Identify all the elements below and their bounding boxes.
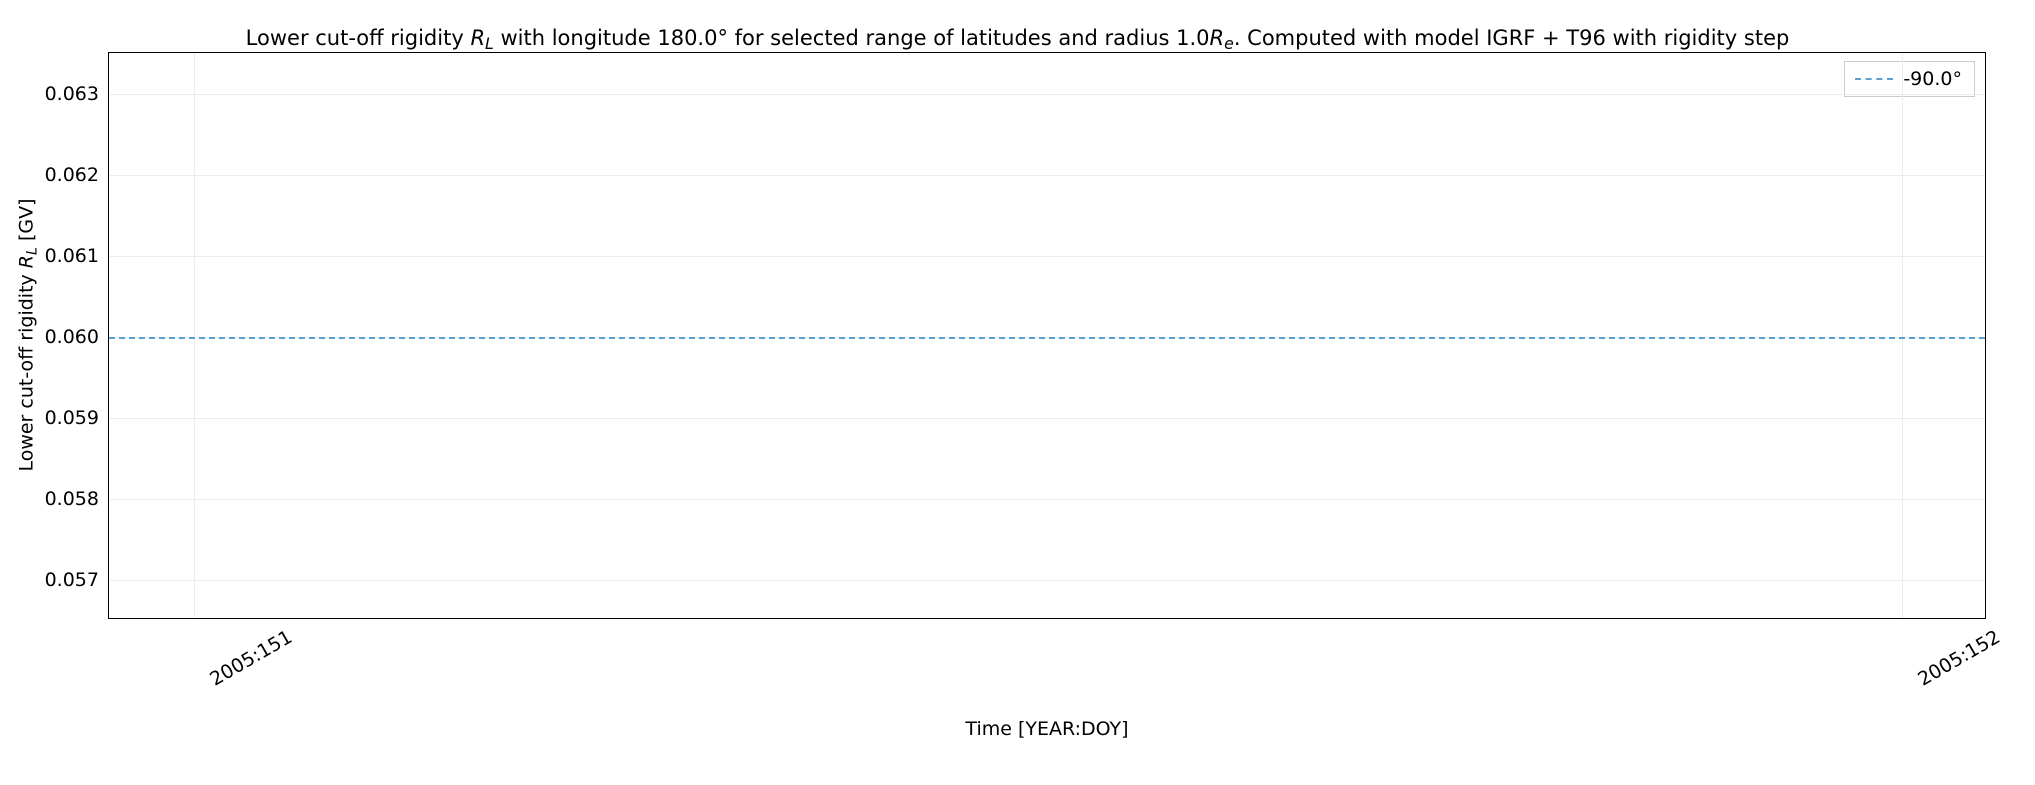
- ylabel-post: [GV]: [16, 198, 38, 247]
- y-tick-label: 0.059: [45, 407, 109, 429]
- gridline-h: [109, 256, 1985, 257]
- gridline-h: [109, 418, 1985, 419]
- y-tick-label: 0.057: [45, 569, 109, 591]
- y-tick-label: 0.063: [45, 83, 109, 105]
- xlabel-text: Time [YEAR:DOY]: [965, 718, 1128, 740]
- legend-label: -90.0°: [1903, 68, 1962, 90]
- gridline-v: [1902, 53, 1903, 618]
- gridline-h: [109, 499, 1985, 500]
- x-tick-label: 2005:152: [1915, 626, 2005, 691]
- title-line1-post: . Computed with model IGRF + T96 with ri…: [1234, 26, 1790, 50]
- y-tick-label: 0.061: [45, 245, 109, 267]
- y-tick-label: 0.060: [45, 326, 109, 348]
- y-tick-label: 0.062: [45, 164, 109, 186]
- figure: Lower cut-off rigidity RL with longitude…: [0, 0, 2035, 785]
- gridline-h: [109, 94, 1985, 95]
- y-tick-label: 0.058: [45, 488, 109, 510]
- gridline-h: [109, 175, 1985, 176]
- x-tick-label: 2005:151: [206, 626, 296, 691]
- title-line1-mid: with longitude 180.0° for selected range…: [494, 26, 1210, 50]
- y-axis-label: Lower cut-off rigidity RL [GV]: [16, 198, 41, 471]
- title-sym-RL-L: L: [485, 34, 494, 53]
- series-line: [109, 337, 1985, 339]
- legend-swatch: [1855, 78, 1893, 80]
- ylabel-pre: Lower cut-off rigidity: [16, 268, 38, 471]
- gridline-v: [194, 53, 195, 618]
- title-sym-Re-R: R: [1210, 26, 1225, 50]
- x-axis-label: Time [YEAR:DOY]: [965, 718, 1128, 740]
- ylabel-sym-L: L: [24, 247, 40, 255]
- title-sym-RL-R: R: [470, 26, 485, 50]
- title-line1-pre: Lower cut-off rigidity: [246, 26, 471, 50]
- plot-area: -90.0° 0.0570.0580.0590.0600.0610.0620.0…: [108, 52, 1986, 619]
- legend: -90.0°: [1844, 61, 1975, 97]
- gridline-h: [109, 580, 1985, 581]
- title-sym-Re-e: e: [1224, 34, 1234, 53]
- ylabel-sym-R: R: [16, 255, 38, 268]
